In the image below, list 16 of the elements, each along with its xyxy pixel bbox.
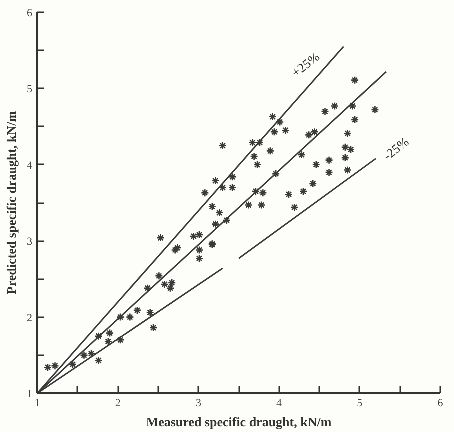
annotation: -25%	[380, 134, 412, 164]
x-tick-label: 5	[357, 398, 364, 410]
y-tick-label: 6	[27, 8, 33, 20]
y-axis-title: Predicted specific draught, kN/m	[4, 111, 19, 295]
x-tick-label: 4	[276, 398, 283, 410]
x-tick-label: 2	[115, 398, 121, 410]
y-tick-label: 3	[27, 236, 33, 248]
y-tick-label: 4	[27, 160, 33, 172]
y-tick-label: 1	[27, 388, 32, 400]
x-tick-label: 1	[34, 398, 40, 410]
x-axis-title: Measured specific draught, kN/m	[146, 414, 332, 430]
y-tick-label: 5	[27, 84, 33, 96]
y-tick-label: 2	[27, 312, 32, 324]
x-tick-label: 3	[196, 398, 202, 410]
x-tick-label: 6	[438, 398, 444, 410]
annotation: +25%	[288, 49, 323, 80]
